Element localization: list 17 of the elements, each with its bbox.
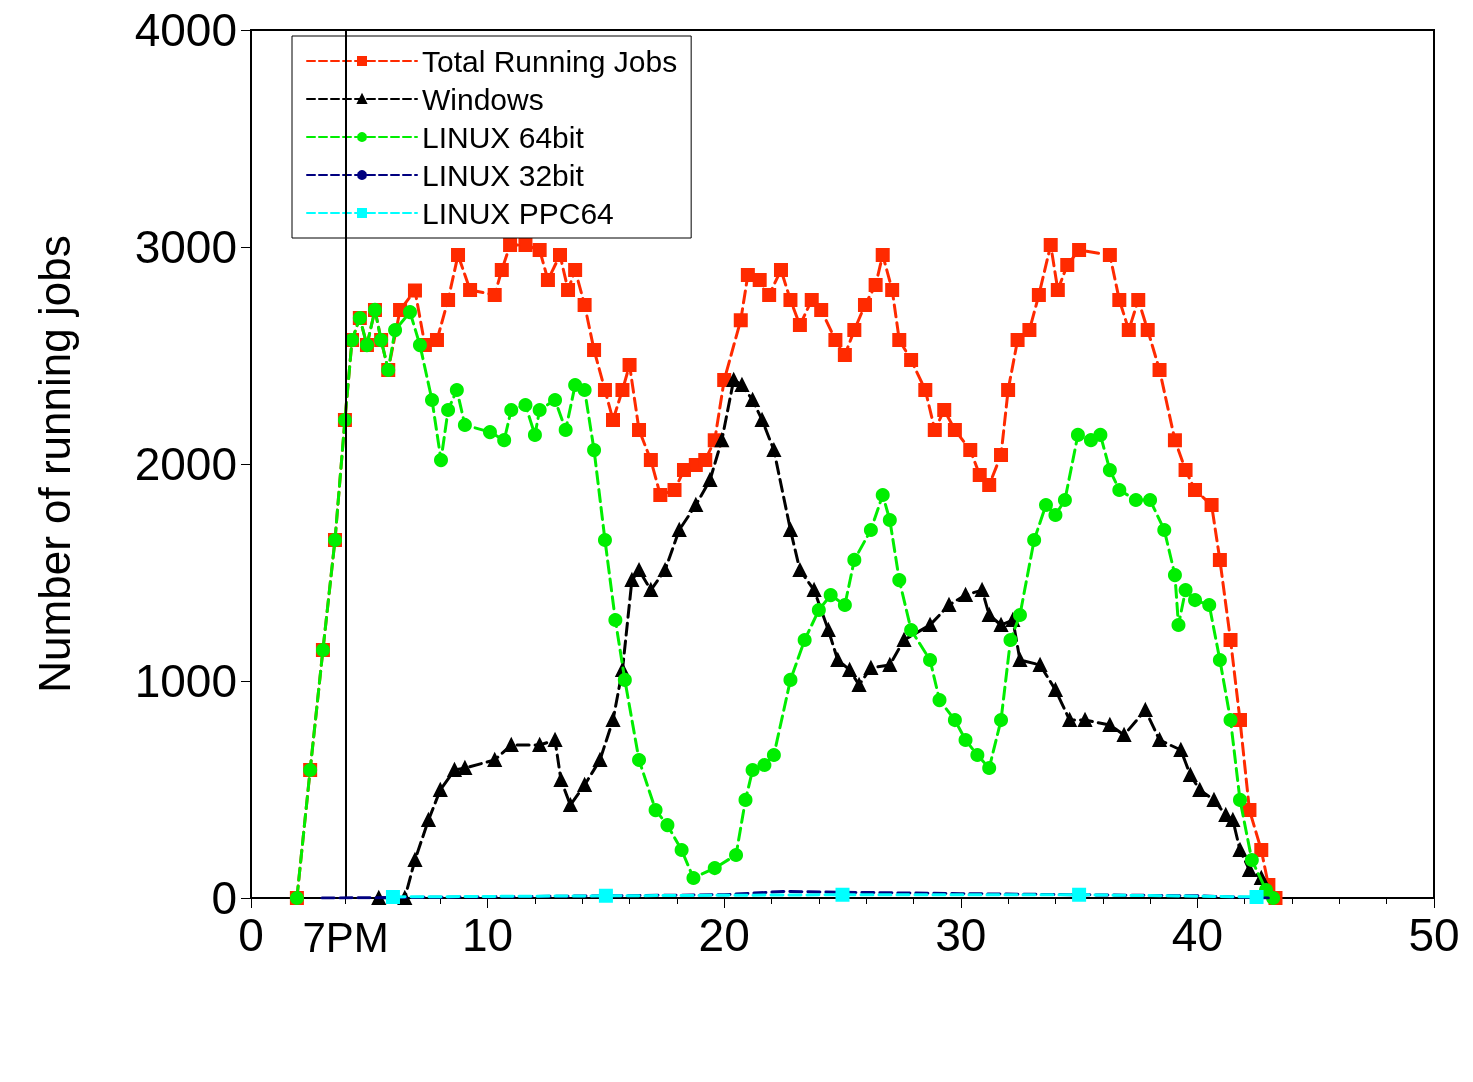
x-tick-label: 20 (698, 909, 750, 961)
x-tick-label: 50 (1408, 909, 1460, 961)
y-axis-title: Number of running jobs (29, 235, 79, 693)
ref-line-label: 7PM (302, 913, 389, 961)
y-tick-label: 2000 (134, 438, 237, 490)
y-tick-label: 3000 (134, 221, 237, 273)
y-tick-label: 1000 (134, 655, 237, 707)
legend-label: LINUX 64bit (422, 120, 585, 154)
legend-label: Total Running Jobs (422, 44, 678, 78)
legend-label: LINUX PPC64 (422, 196, 614, 230)
x-tick-label: 40 (1171, 909, 1223, 961)
x-tick-label: 10 (462, 909, 514, 961)
y-tick-label: 4000 (134, 4, 237, 56)
x-tick-label: 30 (935, 909, 987, 961)
y-tick-label: 0 (211, 872, 237, 924)
legend-label: LINUX 32bit (422, 158, 585, 192)
legend-label: Windows (422, 82, 544, 116)
